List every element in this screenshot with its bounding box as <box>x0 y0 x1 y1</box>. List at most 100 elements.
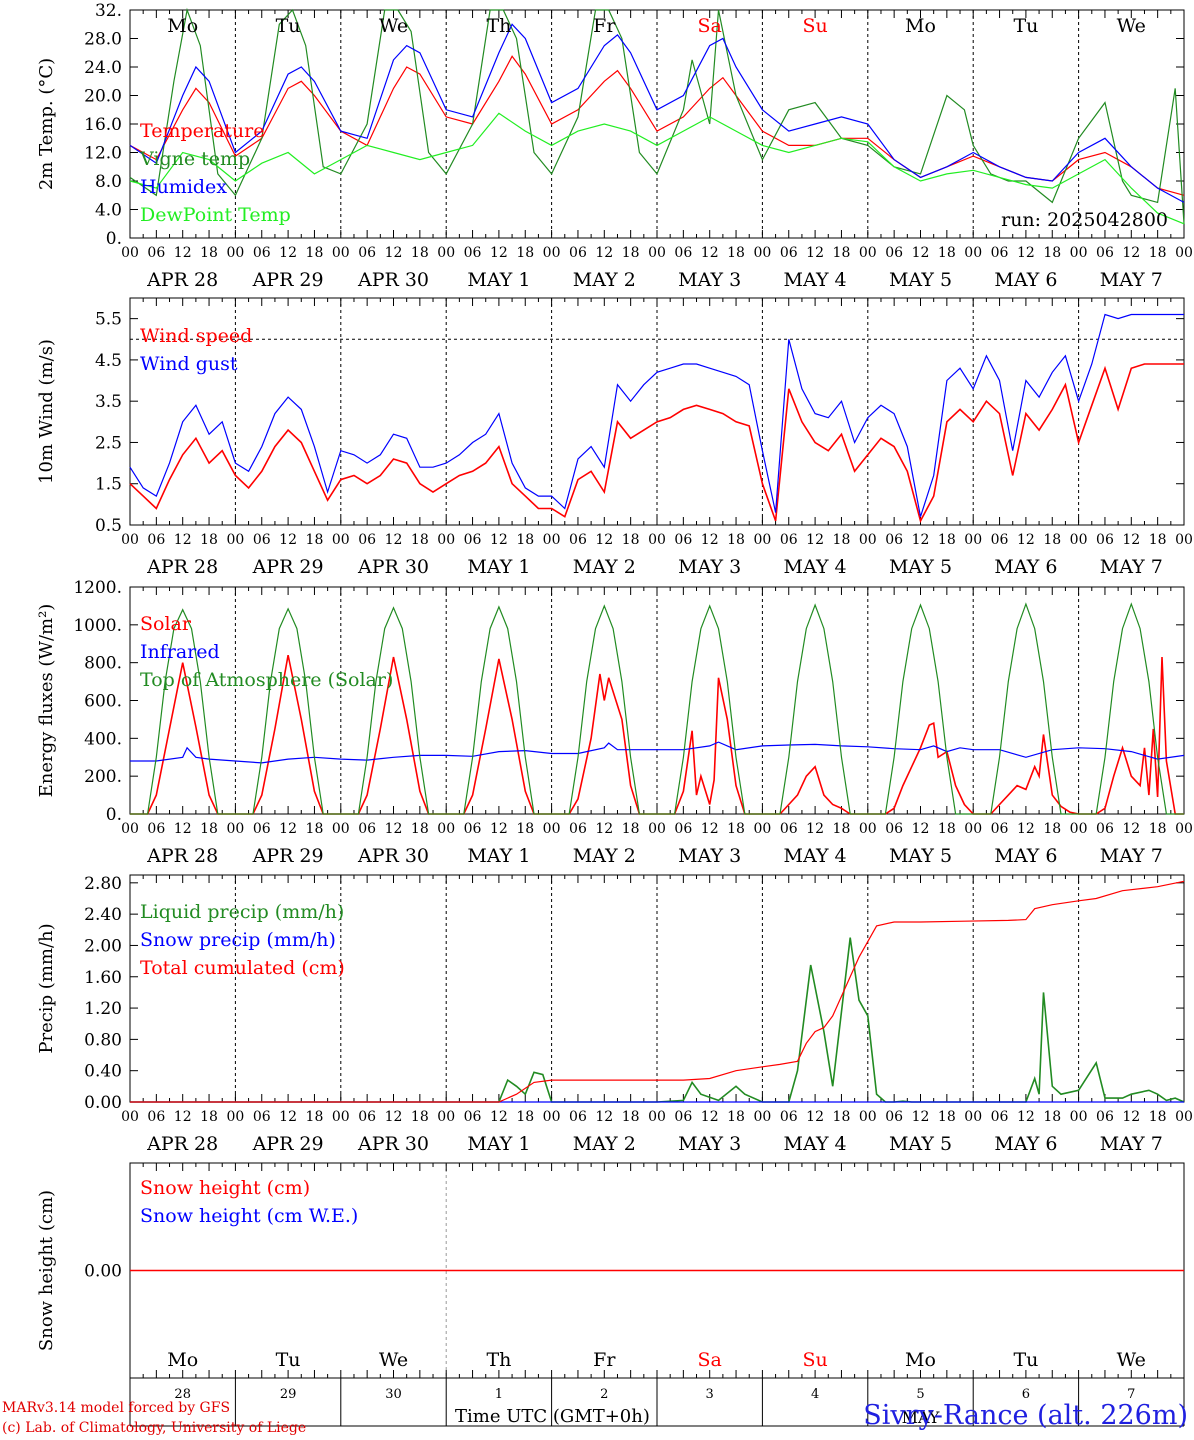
y-tick-label: 1200. <box>73 578 122 598</box>
hour-tick-label: 06 <box>780 245 798 261</box>
hour-tick-label: 18 <box>1149 821 1167 837</box>
date-label: MAY 5 <box>889 845 952 867</box>
hour-tick-label: 12 <box>1122 821 1140 837</box>
y-tick-label: 16.0 <box>84 115 122 135</box>
y-axis-label: 10m Wind (m/s) <box>36 339 57 484</box>
hour-tick-label: 06 <box>780 821 798 837</box>
hour-tick-label: 18 <box>833 532 851 548</box>
date-label: MAY 6 <box>994 269 1057 291</box>
hour-tick-label: 12 <box>595 245 613 261</box>
date-label: MAY 2 <box>573 1133 636 1155</box>
hour-tick-label: 18 <box>938 532 956 548</box>
date-label: MAY 4 <box>784 845 847 867</box>
day-number-label: 3 <box>706 1387 714 1402</box>
hour-tick-label: 06 <box>358 1109 376 1125</box>
weekday-label: We <box>1117 1349 1146 1371</box>
hour-tick-label: 12 <box>385 821 403 837</box>
weekday-label: Mo <box>905 1349 936 1371</box>
hour-tick-label: 12 <box>490 821 508 837</box>
hour-tick-label: 18 <box>1043 532 1061 548</box>
legend-entry: Top of Atmosphere (Solar) <box>140 669 393 691</box>
hour-tick-label: 18 <box>411 821 429 837</box>
hour-tick-label: 00 <box>437 1109 455 1125</box>
hour-tick-label: 00 <box>226 821 244 837</box>
day-number-label: 29 <box>280 1387 297 1402</box>
hour-tick-label: 18 <box>622 245 640 261</box>
weekday-label: Mo <box>167 1349 198 1371</box>
y-tick-label: 5.5 <box>95 310 122 330</box>
hour-tick-label: 12 <box>174 821 192 837</box>
hour-tick-label: 18 <box>1043 821 1061 837</box>
hour-tick-label: 00 <box>226 1109 244 1125</box>
weekday-label: We <box>379 1349 408 1371</box>
hour-tick-label: 12 <box>701 821 719 837</box>
hour-tick-label: 00 <box>121 821 139 837</box>
date-label: APR 30 <box>357 556 429 578</box>
legend-entry: Wind gust <box>140 353 238 375</box>
hour-tick-label: 06 <box>674 245 692 261</box>
weekday-label: Mo <box>905 15 936 37</box>
hour-tick-label: 18 <box>411 532 429 548</box>
date-label: APR 28 <box>146 845 218 867</box>
hour-tick-label: 12 <box>806 1109 824 1125</box>
y-tick-label: 0. <box>106 229 122 249</box>
hour-tick-label: 00 <box>964 245 982 261</box>
hour-tick-label: 06 <box>358 532 376 548</box>
y-tick-label: 4.0 <box>95 201 122 221</box>
y-tick-label: 0. <box>106 805 122 825</box>
hour-tick-label: 18 <box>622 532 640 548</box>
hour-tick-label: 00 <box>648 1109 666 1125</box>
hour-tick-label: 00 <box>332 1109 350 1125</box>
hour-tick-label: 12 <box>701 1109 719 1125</box>
hour-tick-label: 00 <box>859 532 877 548</box>
hour-tick-label: 18 <box>622 821 640 837</box>
legend-entry: Total cumulated (cm) <box>140 957 345 979</box>
weekday-label: Su <box>802 15 827 37</box>
date-label: APR 29 <box>252 845 324 867</box>
run-annotation: run: 2025042800 <box>1001 209 1168 231</box>
hour-tick-label: 18 <box>727 1109 745 1125</box>
date-label: MAY 5 <box>889 556 952 578</box>
hour-tick-label: 18 <box>411 245 429 261</box>
legend-entry: Liquid precip (mm/h) <box>140 901 344 923</box>
hour-tick-label: 00 <box>753 245 771 261</box>
hour-tick-label: 06 <box>1096 245 1114 261</box>
hour-tick-label: 12 <box>701 532 719 548</box>
weekday-label: Sa <box>698 1349 722 1371</box>
hour-tick-label: 00 <box>1175 821 1193 837</box>
legend-entry: Snow height (cm) <box>140 1177 310 1199</box>
date-label: MAY 4 <box>784 556 847 578</box>
legend-entry: Solar <box>140 613 192 635</box>
x-axis-label: Time UTC (GMT+0h) <box>455 1406 650 1427</box>
hour-tick-label: 06 <box>253 1109 271 1125</box>
hour-tick-label: 12 <box>279 532 297 548</box>
date-label: MAY 4 <box>784 269 847 291</box>
hour-tick-label: 00 <box>1070 1109 1088 1125</box>
date-label: MAY 2 <box>573 269 636 291</box>
date-label: MAY 2 <box>573 556 636 578</box>
hour-tick-label: 18 <box>306 1109 324 1125</box>
weekday-label: Tu <box>1013 15 1038 37</box>
legend-entry: DewPoint Temp <box>140 204 291 226</box>
hour-tick-label: 12 <box>279 821 297 837</box>
date-label: MAY 5 <box>889 1133 952 1155</box>
hour-tick-label: 12 <box>1122 532 1140 548</box>
date-label: MAY 3 <box>678 845 741 867</box>
hour-tick-label: 18 <box>200 1109 218 1125</box>
hour-tick-label: 12 <box>174 532 192 548</box>
hour-tick-label: 18 <box>622 1109 640 1125</box>
hour-tick-label: 06 <box>253 532 271 548</box>
station-name: Sivry-Rance (alt. 226m) <box>863 1400 1188 1431</box>
y-tick-label: 2.80 <box>84 874 122 894</box>
date-label: MAY 6 <box>994 1133 1057 1155</box>
series-line-humidex <box>129 23 1185 203</box>
month-label: MAY <box>902 1408 940 1427</box>
weekday-label: Mo <box>167 15 198 37</box>
date-label: MAY 7 <box>1100 269 1163 291</box>
hour-tick-label: 06 <box>569 1109 587 1125</box>
hour-tick-label: 06 <box>358 245 376 261</box>
date-label: MAY 2 <box>573 845 636 867</box>
hour-tick-label: 12 <box>912 821 930 837</box>
hour-tick-label: 06 <box>991 532 1009 548</box>
series-line-total-cumulated-cm- <box>130 880 1185 1103</box>
